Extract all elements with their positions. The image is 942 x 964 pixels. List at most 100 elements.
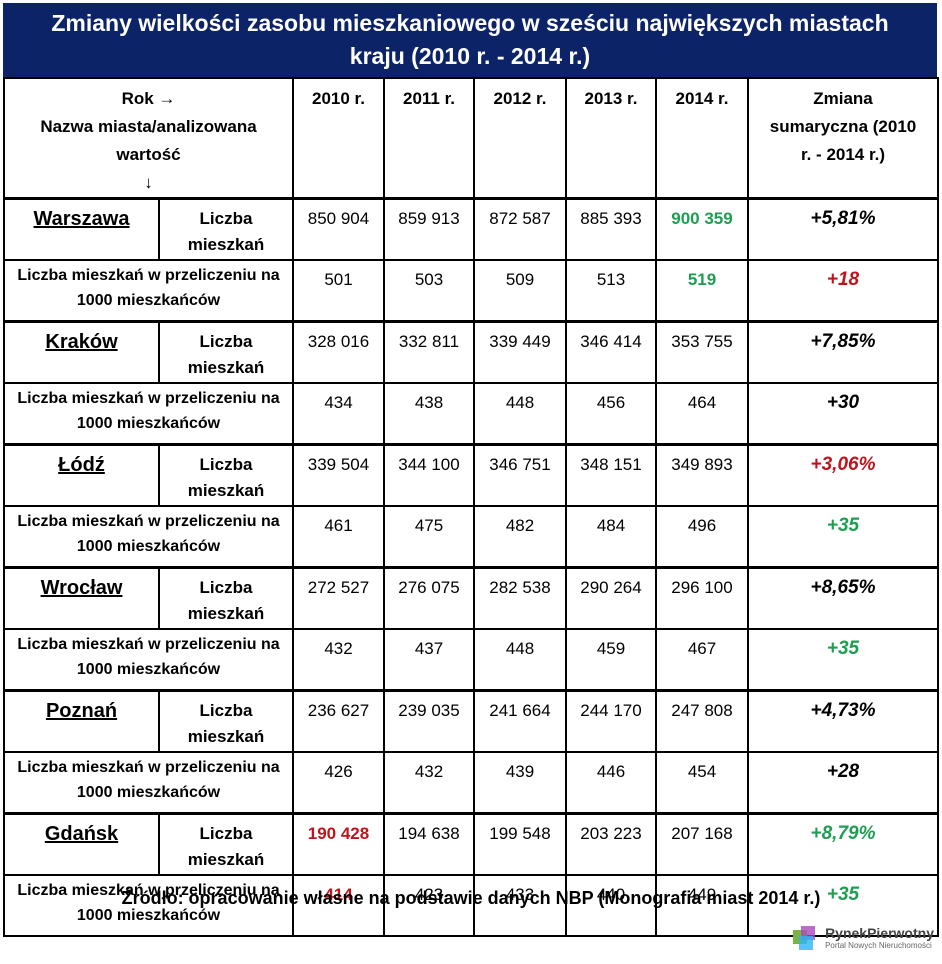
value-cell: 328 016 — [292, 320, 385, 384]
city-name: Poznań — [3, 689, 160, 753]
data-table: Rok → Nazwa miasta/analizowana wartość ↓… — [3, 77, 939, 937]
value-cell: 437 — [383, 628, 475, 692]
value-cell: 859 913 — [383, 197, 475, 261]
value-cell: 513 — [565, 259, 657, 323]
table-row: Liczba mieszkań w przeliczeniu na 1000 m… — [3, 382, 939, 446]
value-cell: 282 538 — [473, 566, 567, 630]
table-row: Liczba mieszkań w przeliczeniu na 1000 m… — [3, 259, 939, 323]
value-cell: 446 — [565, 751, 657, 815]
value-cell: 433 — [473, 874, 567, 937]
value-cell: 272 527 — [292, 566, 385, 630]
change-cell: +35 — [747, 628, 939, 692]
row-label: Liczba mieszkań w przeliczeniu na 1000 m… — [3, 505, 294, 569]
table-row: Kraków Liczba mieszkań 328 016 332 811 339 4… — [3, 320, 939, 384]
logo-tagline: Portal Nowych Nieruchomości — [825, 940, 932, 950]
value-cell: 296 100 — [655, 566, 749, 630]
change-cell: +35 — [747, 505, 939, 569]
value-cell: 461 — [292, 505, 385, 569]
city-name: Gdańsk — [3, 812, 160, 876]
change-cell: +4,73% — [747, 689, 939, 753]
value-cell: 346 751 — [473, 443, 567, 507]
table-row: Liczba mieszkań w przeliczeniu na 1000 m… — [3, 628, 939, 692]
row-label: Liczba mieszkań — [158, 812, 294, 876]
value-cell: 426 — [292, 751, 385, 815]
header-row: Rok → Nazwa miasta/analizowana wartość ↓… — [3, 77, 939, 200]
value-cell: 207 168 — [655, 812, 749, 876]
year-header: 2014 r. — [655, 77, 749, 200]
value-cell: 203 223 — [565, 812, 657, 876]
value-cell: 247 808 — [655, 689, 749, 753]
value-cell: 346 414 — [565, 320, 657, 384]
value-cell: 194 638 — [383, 812, 475, 876]
value-cell: 432 — [292, 628, 385, 692]
table-row: Poznań Liczba mieszkań 236 627 239 035 241 6… — [3, 689, 939, 753]
value-cell: 885 393 — [565, 197, 657, 261]
row-label: Liczba mieszkań w przeliczeniu na 1000 m… — [3, 259, 294, 323]
value-cell: 241 664 — [473, 689, 567, 753]
row-label: Liczba mieszkań w przeliczeniu na 1000 m… — [3, 874, 294, 937]
row-label: Liczba mieszkań w przeliczeniu na 1000 m… — [3, 628, 294, 692]
value-cell: 332 811 — [383, 320, 475, 384]
value-cell: 434 — [292, 382, 385, 446]
value-cell: 239 035 — [383, 689, 475, 753]
value-cell: 503 — [383, 259, 475, 323]
value-cell: 423 — [383, 874, 475, 937]
row-label: Liczba mieszkań w przeliczeniu na 1000 m… — [3, 382, 294, 446]
value-cell: 199 548 — [473, 812, 567, 876]
value-cell: 236 627 — [292, 689, 385, 753]
row-label: Liczba mieszkań w przeliczeniu na 1000 m… — [3, 751, 294, 815]
table-body: Warszawa Liczba mieszkań 850 904 859 913 872… — [3, 197, 939, 937]
value-cell: 482 — [473, 505, 567, 569]
row-label: Liczba mieszkań — [158, 689, 294, 753]
value-cell: 449 — [655, 874, 749, 937]
value-cell: 448 — [473, 382, 567, 446]
value-cell: 454 — [655, 751, 749, 815]
table-row: Wrocław Liczba mieszkań 272 527 276 075 282 … — [3, 566, 939, 630]
city-name: Kraków — [3, 320, 160, 384]
logo-icon — [793, 926, 816, 950]
value-cell: 519 — [655, 259, 749, 323]
value-cell: 448 — [473, 628, 567, 692]
value-cell: 190 428 — [292, 812, 385, 876]
corner-line: ↓ — [144, 173, 153, 192]
value-cell: 484 — [565, 505, 657, 569]
table-row: Liczba mieszkań w przeliczeniu na 1000 m… — [3, 751, 939, 815]
city-name: Wrocław — [3, 566, 160, 630]
value-cell: 439 — [473, 751, 567, 815]
row-label: Liczba mieszkań — [158, 320, 294, 384]
change-cell: +30 — [747, 382, 939, 446]
value-cell: 509 — [473, 259, 567, 323]
table-row: Liczba mieszkań w przeliczeniu na 1000 m… — [3, 874, 939, 937]
change-cell: +8,65% — [747, 566, 939, 630]
table-row: Warszawa Liczba mieszkań 850 904 859 913 872… — [3, 197, 939, 261]
change-cell: +35 — [747, 874, 939, 937]
value-cell: 496 — [655, 505, 749, 569]
change-cell: +18 — [747, 259, 939, 323]
table-row: Liczba mieszkań w przeliczeniu na 1000 m… — [3, 505, 939, 569]
change-cell: +7,85% — [747, 320, 939, 384]
year-header: 2011 r. — [383, 77, 475, 200]
logo-name: RynekPierwotny — [825, 924, 934, 941]
value-cell: 900 359 — [655, 197, 749, 261]
logo: RynekPierwotny Portal Nowych Nieruchomoś… — [791, 922, 934, 952]
value-cell: 244 170 — [565, 689, 657, 753]
value-cell: 464 — [655, 382, 749, 446]
value-cell: 467 — [655, 628, 749, 692]
value-cell: 850 904 — [292, 197, 385, 261]
title: Zmiany wielkości zasobu mieszkaniowego w… — [3, 3, 937, 77]
value-cell: 344 100 — [383, 443, 475, 507]
row-label: Liczba mieszkań — [158, 197, 294, 261]
row-label: Liczba mieszkań — [158, 566, 294, 630]
year-header: 2013 r. — [565, 77, 657, 200]
change-cell: +3,06% — [747, 443, 939, 507]
value-cell: 348 151 — [565, 443, 657, 507]
value-cell: 438 — [383, 382, 475, 446]
value-cell: 290 264 — [565, 566, 657, 630]
value-cell: 353 755 — [655, 320, 749, 384]
value-cell: 440 — [565, 874, 657, 937]
change-header: Zmiana sumaryczna (2010 r. - 2014 r.) — [747, 77, 939, 200]
city-name: Łódź — [3, 443, 160, 507]
table-row: Łódź Liczba mieszkań 339 504 344 100 346 751… — [3, 443, 939, 507]
corner-line: Nazwa miasta/analizowana wartość — [40, 117, 257, 164]
